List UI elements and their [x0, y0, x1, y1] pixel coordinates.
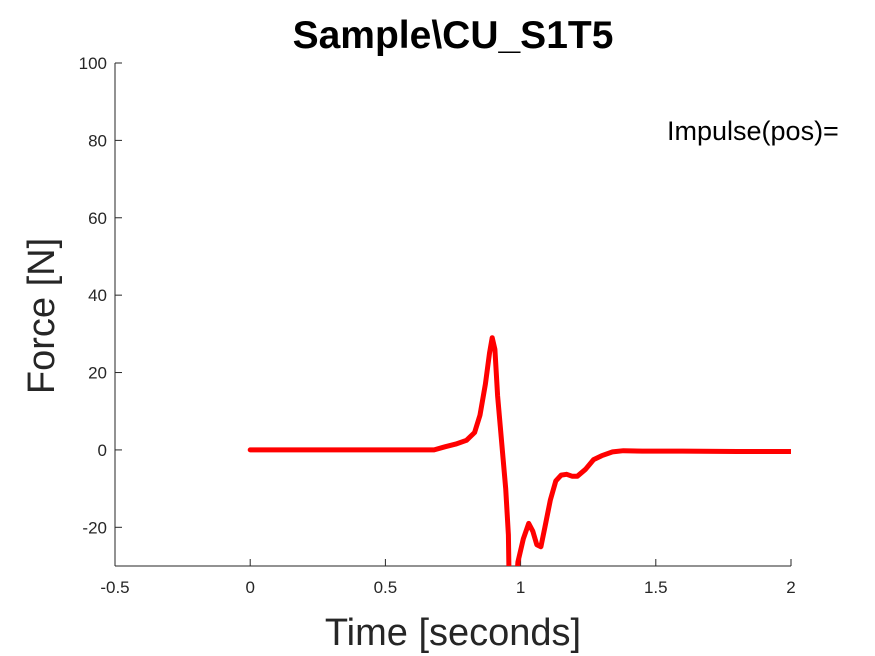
- y-axis-label: Force [N]: [21, 238, 63, 394]
- y-tick-label: 60: [88, 209, 107, 228]
- y-tick-label: 20: [88, 364, 107, 383]
- y-tick-label: 0: [98, 441, 107, 460]
- ticks: -0.5 0 0.5 1 1.5 2 -20 0 20 40 60 80 100: [79, 54, 796, 597]
- x-tick-label: 0: [245, 578, 254, 597]
- y-tick-label: -20: [82, 518, 107, 537]
- x-tick-label: 1: [516, 578, 525, 597]
- force-series-line: [247, 335, 791, 566]
- x-axis-label: Time [seconds]: [325, 612, 581, 654]
- chart-title: Sample\CU_S1T5: [293, 14, 614, 57]
- x-tick-label: 2: [786, 578, 795, 597]
- y-tick-label: 100: [79, 54, 107, 73]
- impulse-annotation: Impulse(pos)=: [667, 116, 839, 146]
- y-tick-label: 80: [88, 131, 107, 150]
- axes: [114, 63, 791, 567]
- y-tick-label: 40: [88, 286, 107, 305]
- x-tick-label: -0.5: [100, 578, 129, 597]
- x-tick-label: 0.5: [374, 578, 398, 597]
- series-layer: [247, 335, 791, 566]
- x-tick-label: 1.5: [644, 578, 668, 597]
